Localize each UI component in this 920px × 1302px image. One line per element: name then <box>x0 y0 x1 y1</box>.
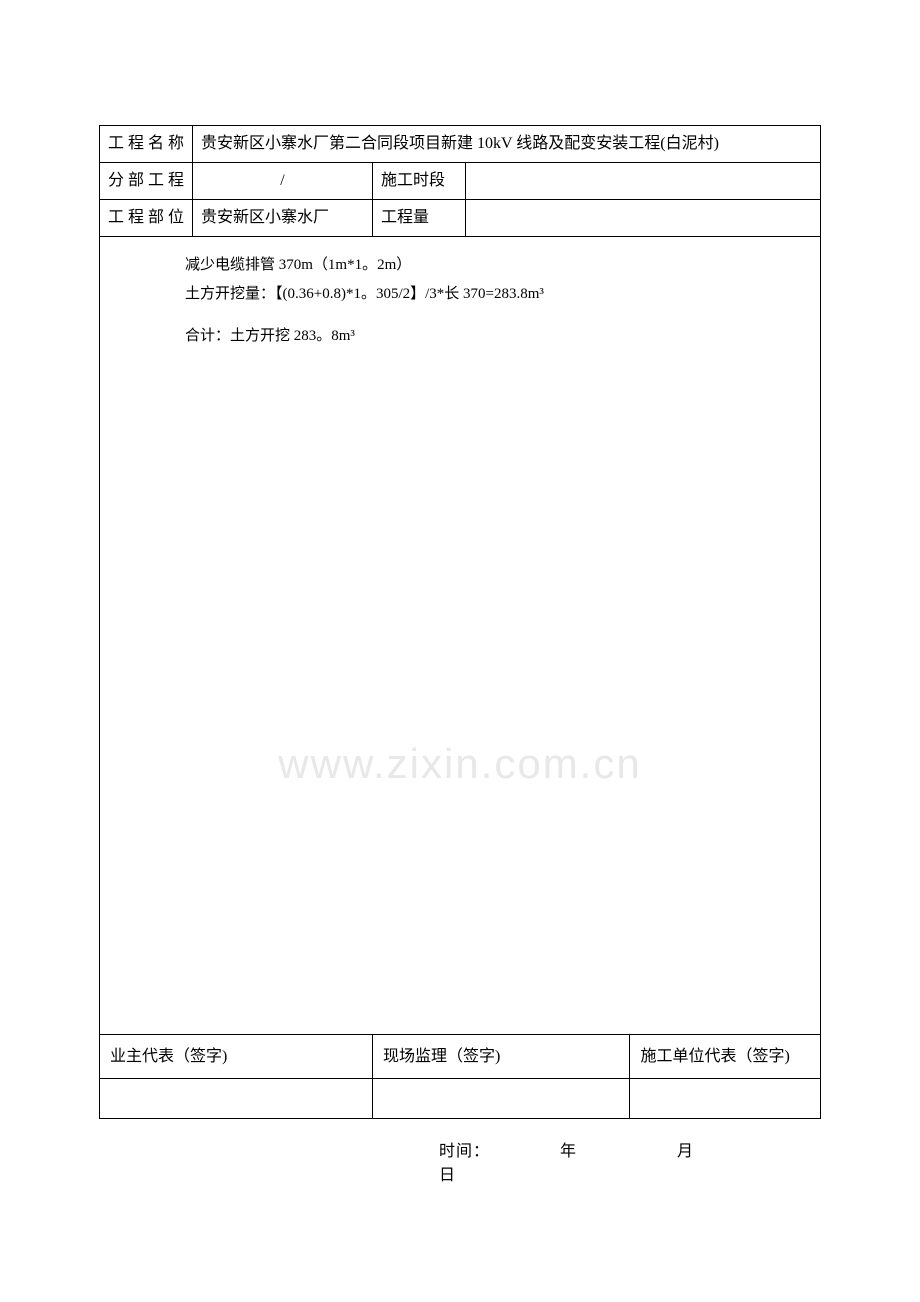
content-line-2: 土方开挖量：【(0.36+0.8)*1。305/2】/3*长 370=283.8… <box>185 280 812 309</box>
contractor-sig-value[interactable] <box>630 1079 821 1119</box>
sub-project-row: 分部工程 / 施工时段 <box>100 163 821 200</box>
sub-project-label: 分部工程 <box>100 163 193 200</box>
project-name-row: 工程名称 贵安新区小寨水厂第二合同段项目新建 10kV 线路及配变安装工程(白泥… <box>100 126 821 163</box>
quantity-value <box>466 200 821 237</box>
period-label: 施工时段 <box>373 163 466 200</box>
content-row: 减少电缆排管 370m（1m*1。2m） 土方开挖量：【(0.36+0.8)*1… <box>100 237 821 1035</box>
project-name-label: 工程名称 <box>100 126 193 163</box>
signature-value-row <box>100 1079 821 1119</box>
form-table: 工程名称 贵安新区小寨水厂第二合同段项目新建 10kV 线路及配变安装工程(白泥… <box>99 125 821 1119</box>
day-label: 日 <box>439 1161 456 1185</box>
location-row: 工程部位 贵安新区小寨水厂 工程量 <box>100 200 821 237</box>
period-value <box>466 163 821 200</box>
content-line-1: 减少电缆排管 370m（1m*1。2m） <box>185 251 812 280</box>
contractor-sig-label: 施工单位代表（签字) <box>630 1035 821 1079</box>
supervisor-sig-label: 现场监理（签字) <box>373 1035 630 1079</box>
owner-sig-label: 业主代表（签字) <box>100 1035 373 1079</box>
supervisor-sig-value[interactable] <box>373 1079 630 1119</box>
content-line-3: 合计：土方开挖 283。8m³ <box>185 322 812 351</box>
quantity-label: 工程量 <box>373 200 466 237</box>
project-name-value: 贵安新区小寨水厂第二合同段项目新建 10kV 线路及配变安装工程(白泥村) <box>193 126 821 163</box>
year-label: 年 <box>560 1137 577 1161</box>
time-label: 时间： <box>439 1137 490 1161</box>
location-label: 工程部位 <box>100 200 193 237</box>
content-cell: 减少电缆排管 370m（1m*1。2m） 土方开挖量：【(0.36+0.8)*1… <box>100 237 821 1035</box>
location-value: 贵安新区小寨水厂 <box>193 200 373 237</box>
signature-label-row: 业主代表（签字) 现场监理（签字) 施工单位代表（签字) <box>100 1035 821 1079</box>
sub-project-value: / <box>193 163 373 200</box>
month-label: 月 <box>677 1137 694 1161</box>
owner-sig-value[interactable] <box>100 1079 373 1119</box>
watermark-text: www.zixin.com.cn <box>278 732 641 795</box>
date-line: 时间： 年 月日 <box>99 1137 821 1185</box>
